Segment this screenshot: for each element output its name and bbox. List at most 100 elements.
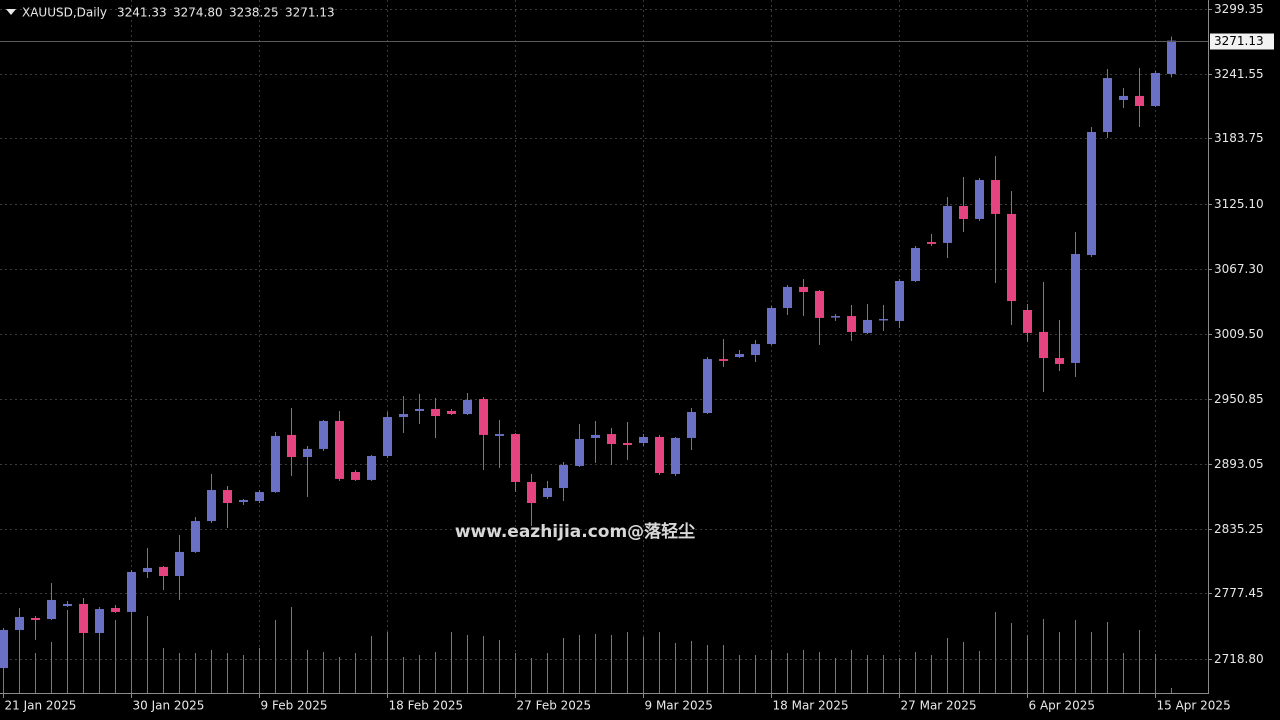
candle-body bbox=[335, 420, 344, 479]
candle-body bbox=[15, 616, 24, 630]
candle-body bbox=[1167, 40, 1176, 74]
candle-body bbox=[591, 434, 600, 438]
candle-body bbox=[847, 316, 856, 332]
x-tick-label: 6 Apr 2025 bbox=[1029, 699, 1096, 713]
low-label: 3238.25 bbox=[229, 6, 279, 20]
candle-body bbox=[191, 521, 200, 552]
candle-body bbox=[143, 567, 152, 572]
y-tick-label: 3009.50 bbox=[1214, 327, 1264, 341]
menu-triangle[interactable] bbox=[6, 9, 16, 15]
candle-body bbox=[719, 359, 728, 361]
x-tick-label: 27 Mar 2025 bbox=[901, 699, 977, 713]
candle-body bbox=[527, 481, 536, 504]
x-tick-label: 9 Feb 2025 bbox=[261, 699, 328, 713]
candle-body bbox=[1055, 358, 1064, 364]
candle-body bbox=[351, 472, 360, 480]
candle-body bbox=[0, 629, 8, 669]
y-tick-label: 2950.85 bbox=[1214, 392, 1264, 406]
candle-body bbox=[863, 319, 872, 333]
candle-body bbox=[959, 205, 968, 219]
last-price-box bbox=[1210, 33, 1274, 50]
candle-body bbox=[1135, 95, 1144, 107]
candle-body bbox=[991, 180, 1000, 214]
y-tick-label: 3125.10 bbox=[1214, 197, 1264, 211]
candle-body bbox=[63, 603, 72, 607]
candle-body bbox=[831, 316, 840, 318]
candle-body bbox=[447, 410, 456, 415]
candle-body bbox=[703, 359, 712, 414]
y-tick-label: 3299.35 bbox=[1214, 2, 1264, 16]
candle-body bbox=[431, 408, 440, 417]
candle-body bbox=[31, 617, 40, 621]
candle-body bbox=[463, 400, 472, 415]
candle-body bbox=[895, 281, 904, 321]
candle-body bbox=[751, 344, 760, 356]
candle-body bbox=[255, 492, 264, 501]
close-label: 3271.13 bbox=[285, 6, 335, 20]
candle-body bbox=[511, 434, 520, 482]
candle-body bbox=[1071, 254, 1080, 363]
y-tick-label: 2893.05 bbox=[1214, 457, 1264, 471]
candle-body bbox=[1151, 72, 1160, 107]
candle-body bbox=[943, 205, 952, 243]
high-label: 3274.80 bbox=[173, 6, 223, 20]
candle-body bbox=[975, 180, 984, 219]
plot-area bbox=[0, 0, 1208, 693]
candle-body bbox=[223, 490, 232, 504]
candle-body bbox=[1023, 310, 1032, 333]
candle-body bbox=[287, 434, 296, 457]
candle-body bbox=[1103, 78, 1112, 132]
candle-body bbox=[271, 435, 280, 493]
y-tick-label: 2835.25 bbox=[1214, 522, 1264, 536]
candle-body bbox=[415, 408, 424, 411]
candle-body bbox=[543, 488, 552, 497]
candle-body bbox=[95, 609, 104, 633]
candle-body bbox=[1119, 95, 1128, 100]
watermark: www.eazhijia.com@落轻尘 bbox=[455, 521, 695, 542]
candle-body bbox=[623, 443, 632, 446]
candle-body bbox=[207, 490, 216, 522]
x-tick-label: 9 Mar 2025 bbox=[645, 699, 713, 713]
last-price-label: 3271.13 bbox=[1214, 34, 1264, 48]
candle-body bbox=[559, 464, 568, 489]
candle-body bbox=[735, 354, 744, 358]
candle-body bbox=[47, 599, 56, 619]
candle-body bbox=[175, 551, 184, 577]
x-tick-label: 18 Feb 2025 bbox=[389, 699, 464, 713]
x-tick-label: 21 Jan 2025 bbox=[5, 699, 77, 713]
y-tick-label: 3241.55 bbox=[1214, 67, 1264, 81]
y-tick-label: 3067.30 bbox=[1214, 262, 1264, 276]
candle-body bbox=[479, 399, 488, 435]
candle-body bbox=[399, 414, 408, 418]
candle-body bbox=[111, 608, 120, 612]
candle-body bbox=[495, 434, 504, 436]
symbol: XAUUSD,Daily bbox=[22, 6, 107, 20]
candle-body bbox=[607, 434, 616, 445]
candle-body bbox=[879, 318, 888, 321]
candle-body bbox=[799, 286, 808, 292]
x-tick-label: 18 Mar 2025 bbox=[773, 699, 849, 713]
candle-body bbox=[687, 411, 696, 438]
candle-body bbox=[815, 290, 824, 318]
candle-body bbox=[319, 420, 328, 449]
open-label: 3241.33 bbox=[117, 6, 167, 20]
x-tick-label: 27 Feb 2025 bbox=[517, 699, 592, 713]
candle-body bbox=[575, 438, 584, 466]
x-tick-label: 15 Apr 2025 bbox=[1157, 699, 1231, 713]
candle-body bbox=[911, 247, 920, 282]
x-tick-label: 30 Jan 2025 bbox=[133, 699, 205, 713]
candle-body bbox=[367, 455, 376, 480]
y-tick-label: 3183.75 bbox=[1214, 131, 1264, 145]
candle-body bbox=[79, 603, 88, 633]
candle-body bbox=[159, 566, 168, 577]
candle-body bbox=[1007, 213, 1016, 302]
candle-body bbox=[303, 448, 312, 457]
candle-body bbox=[639, 436, 648, 444]
candle-body bbox=[383, 417, 392, 456]
candle-body bbox=[239, 499, 248, 503]
candle-body bbox=[1087, 131, 1096, 256]
candle-body bbox=[783, 286, 792, 308]
